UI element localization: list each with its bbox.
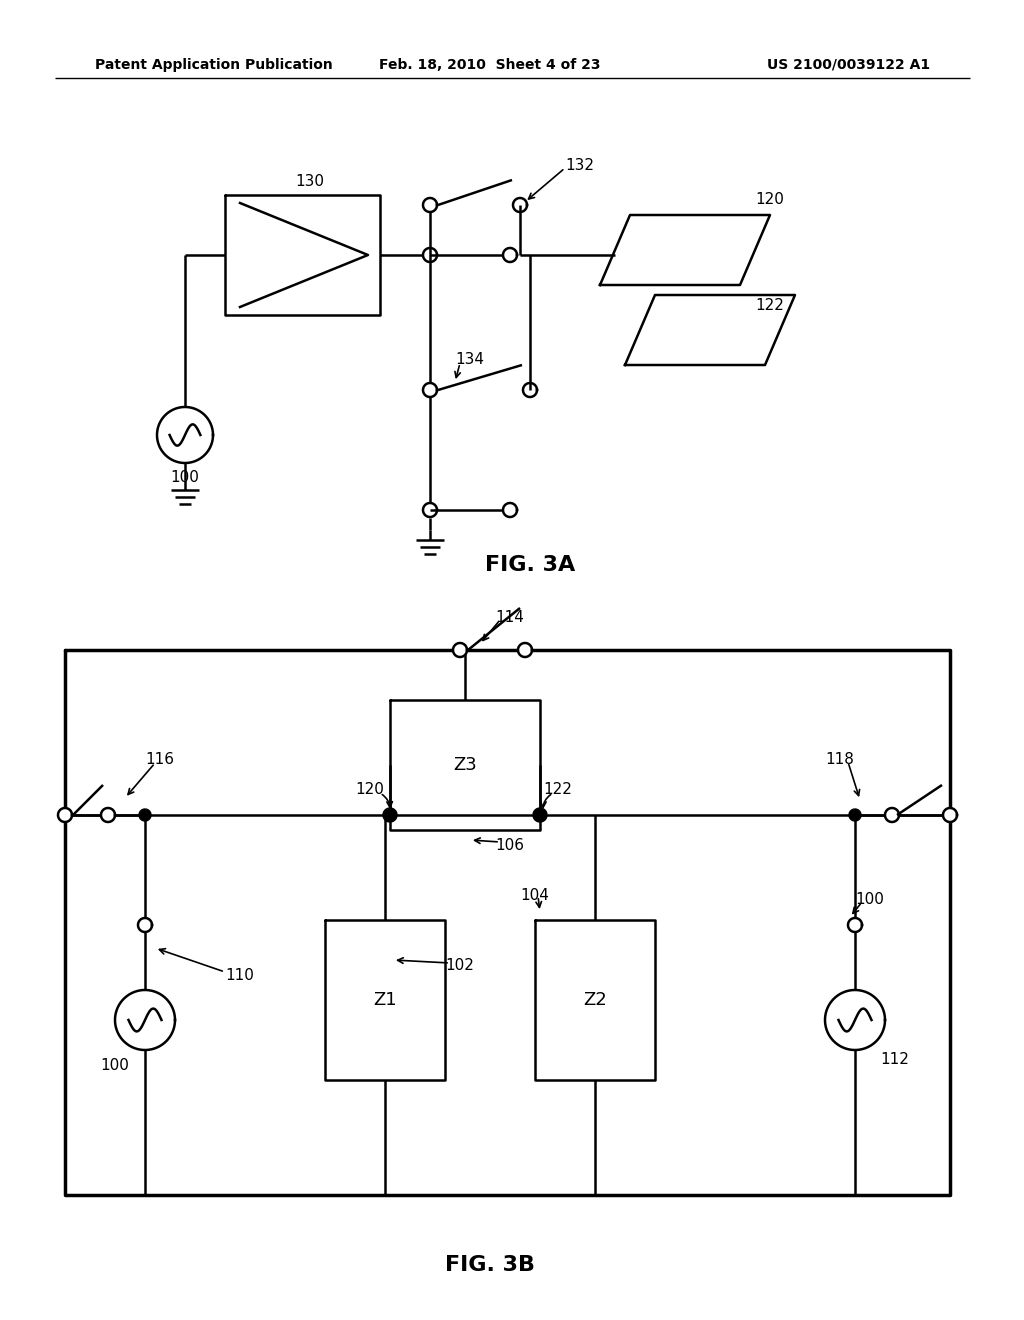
Text: 116: 116 — [145, 752, 174, 767]
Text: 122: 122 — [544, 783, 572, 797]
Polygon shape — [885, 808, 899, 822]
Text: 114: 114 — [496, 610, 524, 626]
Text: 130: 130 — [296, 174, 325, 190]
Text: 122: 122 — [756, 297, 784, 313]
Text: 118: 118 — [825, 752, 854, 767]
Polygon shape — [383, 808, 397, 822]
Polygon shape — [825, 990, 885, 1049]
Polygon shape — [503, 248, 517, 261]
Polygon shape — [423, 383, 437, 397]
Polygon shape — [423, 248, 437, 261]
Text: FIG. 3A: FIG. 3A — [485, 554, 575, 576]
Polygon shape — [503, 503, 517, 517]
Text: 102: 102 — [445, 957, 474, 973]
Text: 100: 100 — [171, 470, 200, 484]
Text: Z2: Z2 — [583, 991, 607, 1008]
Polygon shape — [58, 808, 72, 822]
Polygon shape — [523, 383, 537, 397]
Text: 132: 132 — [565, 157, 595, 173]
Text: Z1: Z1 — [373, 991, 397, 1008]
Text: 100: 100 — [856, 892, 885, 908]
Text: 134: 134 — [456, 352, 484, 367]
Polygon shape — [518, 643, 532, 657]
Polygon shape — [423, 503, 437, 517]
Text: 104: 104 — [520, 887, 550, 903]
Text: Feb. 18, 2010  Sheet 4 of 23: Feb. 18, 2010 Sheet 4 of 23 — [379, 58, 601, 73]
Polygon shape — [943, 808, 957, 822]
Polygon shape — [115, 990, 175, 1049]
Polygon shape — [101, 808, 115, 822]
Text: 100: 100 — [100, 1057, 129, 1072]
Polygon shape — [423, 198, 437, 213]
Text: US 2100/0039122 A1: US 2100/0039122 A1 — [767, 58, 930, 73]
Polygon shape — [848, 917, 862, 932]
Text: 106: 106 — [496, 837, 524, 853]
Text: 110: 110 — [225, 968, 254, 982]
Text: 112: 112 — [881, 1052, 909, 1068]
Text: Patent Application Publication: Patent Application Publication — [95, 58, 333, 73]
Polygon shape — [138, 917, 152, 932]
Polygon shape — [157, 407, 213, 463]
Polygon shape — [534, 808, 547, 822]
Polygon shape — [849, 809, 861, 821]
Text: 120: 120 — [355, 783, 384, 797]
Text: Z3: Z3 — [454, 756, 477, 774]
Polygon shape — [139, 809, 151, 821]
Polygon shape — [513, 198, 527, 213]
Text: 120: 120 — [756, 193, 784, 207]
Polygon shape — [453, 643, 467, 657]
Text: FIG. 3B: FIG. 3B — [445, 1255, 535, 1275]
